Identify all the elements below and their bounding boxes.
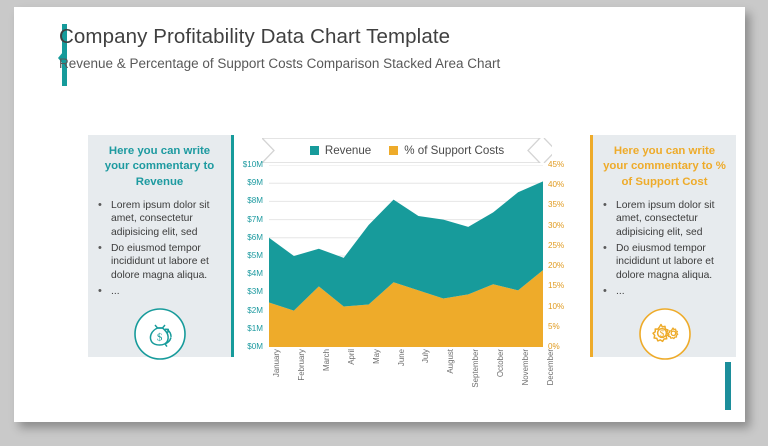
list-item: ... — [95, 284, 223, 299]
y-axis-left-tick: $9M — [247, 178, 263, 188]
commentary-panel-revenue: Here you can write your commentary to Re… — [88, 135, 234, 360]
slide-canvas: Company Profitability Data Chart Templat… — [14, 7, 745, 422]
x-axis-tick-label: December — [546, 349, 555, 386]
y-axis-right-tick: 45% — [548, 159, 565, 169]
x-axis-tick-label: February — [296, 349, 306, 381]
legend-label-revenue: Revenue — [324, 144, 372, 157]
left-accent-bar — [58, 24, 67, 86]
header: Company Profitability Data Chart Templat… — [59, 25, 699, 72]
legend-ribbon-shape — [262, 138, 552, 163]
x-axis-tick-label: August — [446, 349, 456, 374]
chart-legend: Revenue % of Support Costs — [262, 138, 552, 163]
legend-swatch-revenue — [309, 146, 319, 155]
y-axis-right-tick: 30% — [548, 220, 565, 230]
y-axis-left-tick: $1M — [247, 323, 263, 333]
y-axis-right: 45% 40% 35% 30% 25% 20% 15% 10% 5% 0% — [544, 160, 576, 351]
x-axis-tick-label: April — [346, 349, 356, 365]
y-axis-left-tick: $5M — [247, 250, 263, 260]
x-axis-tick-label: May — [371, 349, 381, 364]
panel-bullet-list-support-cost: Lorem ipsum dolor sit amet, consectetur … — [593, 198, 736, 299]
y-axis-left-tick: $4M — [247, 269, 263, 279]
y-axis-left-tick: $8M — [247, 196, 263, 206]
panel-heading-support-cost: Here you can write your commentary to % … — [603, 145, 726, 188]
y-axis-left-tick: $2M — [247, 305, 263, 315]
list-item: Lorem ipsum dolor sit amet, consectetur … — [600, 198, 728, 239]
chart-container: Revenue % of Support Costs $10M $9M $8M $7M… — [236, 135, 586, 395]
legend-swatch-support-costs — [389, 146, 399, 155]
svg-text:$: $ — [156, 332, 162, 344]
y-axis-left-tick: $6M — [247, 232, 263, 242]
list-item: Lorem ipsum dolor sit amet, consectetur … — [95, 198, 223, 239]
plot-wrapper: $10M $9M $8M $7M $6M $5M $4M $3M $2M $1M $0M 45% 40… — [236, 160, 586, 387]
gear-dollar-icon: $ — [638, 307, 692, 361]
y-axis-right-tick: 25% — [548, 240, 565, 250]
list-item: Do eiusmod tempor incididunt ut labore e… — [600, 241, 728, 282]
legend-label-support-costs: % of Support Costs — [404, 144, 505, 157]
commentary-panel-support-cost: Here you can write your commentary to % … — [590, 135, 736, 360]
y-axis-left-tick: $7M — [247, 214, 263, 224]
x-axis-tick-label: March — [321, 349, 331, 371]
svg-text:$: $ — [659, 329, 664, 340]
area-support-costs — [269, 270, 543, 347]
x-axis-tick-label: October — [496, 349, 506, 378]
y-axis-right-tick: 15% — [548, 281, 565, 291]
area-revenue — [269, 181, 543, 311]
page-subtitle: Revenue & Percentage of Support Costs Co… — [59, 56, 501, 72]
right-accent-bar — [725, 362, 731, 410]
plot-area — [269, 165, 543, 347]
y-axis-right-tick: 20% — [548, 261, 565, 271]
money-bag-recycle-icon: $ — [133, 307, 187, 361]
y-axis-left-tick: $10M — [242, 159, 263, 169]
y-axis-right-tick: 10% — [548, 301, 565, 311]
y-axis-right-tick: 5% — [548, 321, 560, 331]
y-axis-right-tick: 35% — [548, 200, 565, 210]
x-axis-tick-label: November — [521, 349, 531, 386]
x-axis-tick-label: January — [272, 349, 281, 378]
legend-item-support-costs[interactable]: % of Support Costs — [389, 144, 504, 157]
x-axis-tick-label: July — [421, 349, 431, 364]
x-axis-tick-label: June — [396, 349, 406, 367]
list-item: Do eiusmod tempor incididunt ut labore e… — [95, 241, 223, 282]
y-axis-right-tick: 40% — [548, 180, 565, 190]
y-axis-left: $10M $9M $8M $7M $6M $5M $4M $3M $2M $1M $0M — [236, 160, 267, 351]
y-axis-left-tick: $0M — [247, 341, 263, 351]
legend-item-revenue[interactable]: Revenue — [309, 144, 372, 157]
page-title: Company Profitability Data Chart Templat… — [59, 25, 451, 48]
panel-bullet-list-revenue: Lorem ipsum dolor sit amet, consectetur … — [88, 198, 231, 299]
x-axis-labels: January February March April May June July Augu… — [269, 349, 555, 411]
x-axis-tick-label: September — [471, 349, 481, 388]
stacked-area-chart[interactable] — [269, 165, 543, 347]
panel-heading-revenue: Here you can write your commentary to Re… — [104, 145, 215, 188]
list-item: ... — [600, 284, 728, 299]
y-axis-left-tick: $3M — [247, 287, 263, 297]
y-axis-right-tick: 0% — [548, 341, 560, 351]
